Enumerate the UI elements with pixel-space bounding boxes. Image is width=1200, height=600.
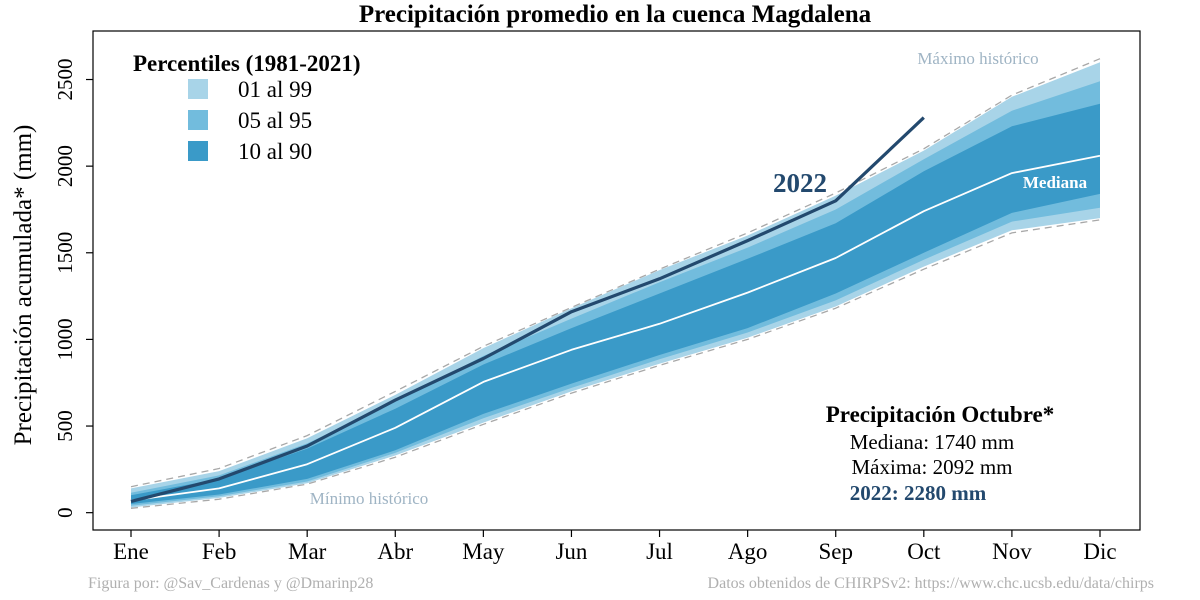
october-summary: Precipitación Octubre* Mediana: 1740 mm … — [826, 402, 1054, 505]
chart-title: Precipitación promedio en la cuenca Magd… — [359, 1, 872, 28]
legend-swatch-01-99 — [188, 79, 208, 99]
x-axis-ticks: Ene Feb Mar Abr May Jun Jul Ago Sep Oct Nov Dic — [113, 530, 1117, 564]
x-tick-label: Jul — [646, 539, 673, 564]
median-label: Mediana — [1023, 173, 1088, 192]
october-summary-max: Máxima: 2092 mm — [852, 455, 1013, 479]
credits-left: Figura por: @Sav_Cardenas y @Dmarinp28 — [88, 575, 373, 592]
series-lines — [130, 58, 1101, 509]
credits-right: Datos obtenidos de CHIRPSv2: https://www… — [708, 575, 1154, 592]
legend-title: Percentiles (1981-2021) — [133, 51, 361, 76]
october-summary-title: Precipitación Octubre* — [826, 402, 1054, 427]
y-tick-label: 0 — [53, 507, 77, 518]
min-historic-label: Mínimo histórico — [310, 489, 429, 508]
x-tick-label: Feb — [202, 539, 237, 564]
line-2022 — [130, 116, 925, 503]
band-05-al-95 — [131, 81, 1100, 506]
x-tick-label: Abr — [377, 539, 413, 564]
band-01-al-99 — [131, 62, 1100, 508]
x-tick-label: Oct — [907, 539, 941, 564]
x-tick-label: Nov — [992, 539, 1032, 564]
x-tick-label: Mar — [288, 539, 327, 564]
october-summary-2022: 2022: 2280 mm — [850, 481, 987, 505]
year-2022-label: 2022 — [773, 168, 827, 198]
legend-swatch-10-90 — [188, 141, 208, 161]
x-tick-label: Dic — [1083, 539, 1116, 564]
plot-frame — [92, 30, 1141, 531]
y-tick-label: 2000 — [53, 145, 77, 187]
legend-label-01-99: 01 al 99 — [238, 77, 312, 102]
y-axis-ticks: 0 500 1000 1500 2000 2500 — [53, 59, 93, 518]
legend-swatch-05-95 — [188, 110, 208, 130]
legend-label-05-95: 05 al 95 — [238, 108, 312, 133]
y-tick-label: 500 — [53, 410, 77, 442]
band-10-al-90 — [131, 103, 1100, 505]
x-tick-label: Sep — [818, 539, 853, 564]
line-máximo-histórico — [130, 58, 1101, 488]
legend: Percentiles (1981-2021) 01 al 99 05 al 9… — [133, 51, 361, 164]
x-tick-label: Jun — [555, 539, 587, 564]
y-tick-label: 1000 — [53, 318, 77, 360]
line-mediana — [130, 154, 1101, 502]
x-tick-label: May — [462, 539, 505, 564]
legend-label-10-90: 10 al 90 — [238, 139, 312, 164]
y-tick-label: 2500 — [53, 59, 77, 101]
y-axis-label: Precipitación acumulada* (mm) — [10, 125, 37, 446]
y-tick-label: 1500 — [53, 232, 77, 274]
percentile-bands — [131, 62, 1100, 508]
october-summary-median: Mediana: 1740 mm — [850, 430, 1014, 454]
max-historic-label: Máximo histórico — [917, 49, 1038, 68]
x-tick-label: Ene — [113, 539, 149, 564]
x-tick-label: Ago — [728, 539, 768, 564]
